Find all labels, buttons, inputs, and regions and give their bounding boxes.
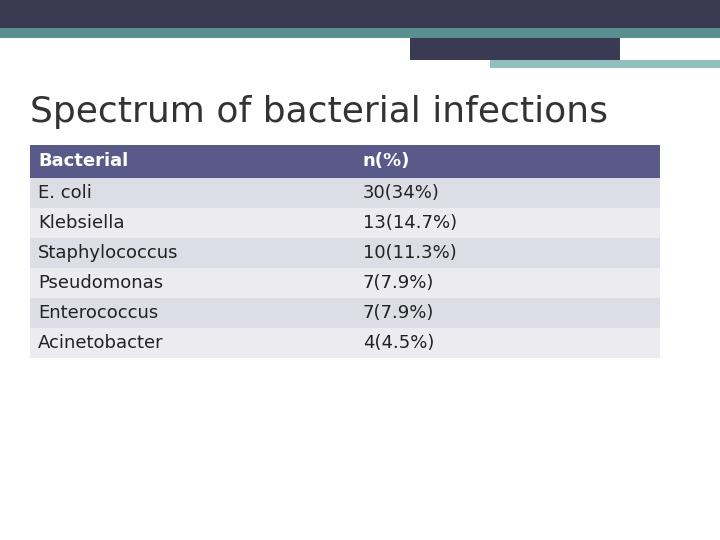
Text: Pseudomonas: Pseudomonas — [38, 274, 163, 292]
Bar — [410, 38, 620, 60]
Bar — [0, 0, 720, 28]
Text: 10(11.3%): 10(11.3%) — [363, 244, 456, 262]
Bar — [490, 60, 720, 68]
Bar — [30, 298, 660, 328]
Text: Acinetobacter: Acinetobacter — [38, 334, 163, 352]
Text: Enterococcus: Enterococcus — [38, 304, 158, 322]
Text: Bacterial: Bacterial — [38, 152, 128, 171]
Bar — [30, 145, 660, 178]
Text: n(%): n(%) — [363, 152, 410, 171]
Bar — [30, 268, 660, 298]
Bar — [30, 238, 660, 268]
Text: Klebsiella: Klebsiella — [38, 214, 125, 232]
Bar — [30, 208, 660, 238]
Bar — [30, 178, 660, 208]
Text: 13(14.7%): 13(14.7%) — [363, 214, 457, 232]
Text: Spectrum of bacterial infections: Spectrum of bacterial infections — [30, 95, 608, 129]
Text: 4(4.5%): 4(4.5%) — [363, 334, 434, 352]
Bar — [30, 328, 660, 358]
Text: 7(7.9%): 7(7.9%) — [363, 304, 434, 322]
Text: Staphylococcus: Staphylococcus — [38, 244, 179, 262]
Text: 7(7.9%): 7(7.9%) — [363, 274, 434, 292]
Text: E. coli: E. coli — [38, 184, 92, 202]
Text: 30(34%): 30(34%) — [363, 184, 440, 202]
Bar — [0, 28, 720, 38]
